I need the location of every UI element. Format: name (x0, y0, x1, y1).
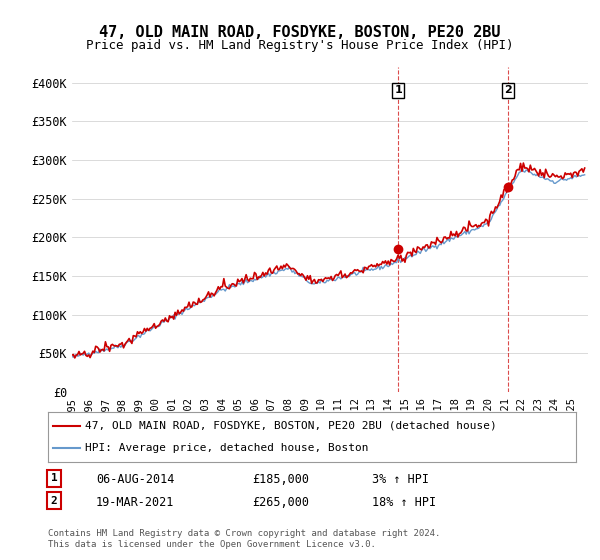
Text: £265,000: £265,000 (252, 496, 309, 508)
Text: 1: 1 (50, 473, 58, 483)
Text: HPI: Average price, detached house, Boston: HPI: Average price, detached house, Bost… (85, 443, 368, 453)
Text: 1: 1 (394, 86, 402, 95)
Text: 18% ↑ HPI: 18% ↑ HPI (372, 496, 436, 508)
Text: 47, OLD MAIN ROAD, FOSDYKE, BOSTON, PE20 2BU (detached house): 47, OLD MAIN ROAD, FOSDYKE, BOSTON, PE20… (85, 421, 497, 431)
Text: 06-AUG-2014: 06-AUG-2014 (96, 473, 175, 486)
Text: £185,000: £185,000 (252, 473, 309, 486)
Text: Contains HM Land Registry data © Crown copyright and database right 2024.
This d: Contains HM Land Registry data © Crown c… (48, 529, 440, 549)
Text: Price paid vs. HM Land Registry's House Price Index (HPI): Price paid vs. HM Land Registry's House … (86, 39, 514, 52)
Text: 47, OLD MAIN ROAD, FOSDYKE, BOSTON, PE20 2BU: 47, OLD MAIN ROAD, FOSDYKE, BOSTON, PE20… (99, 25, 501, 40)
Text: 2: 2 (50, 496, 58, 506)
Text: 2: 2 (504, 86, 512, 95)
Text: 19-MAR-2021: 19-MAR-2021 (96, 496, 175, 508)
Text: 3% ↑ HPI: 3% ↑ HPI (372, 473, 429, 486)
